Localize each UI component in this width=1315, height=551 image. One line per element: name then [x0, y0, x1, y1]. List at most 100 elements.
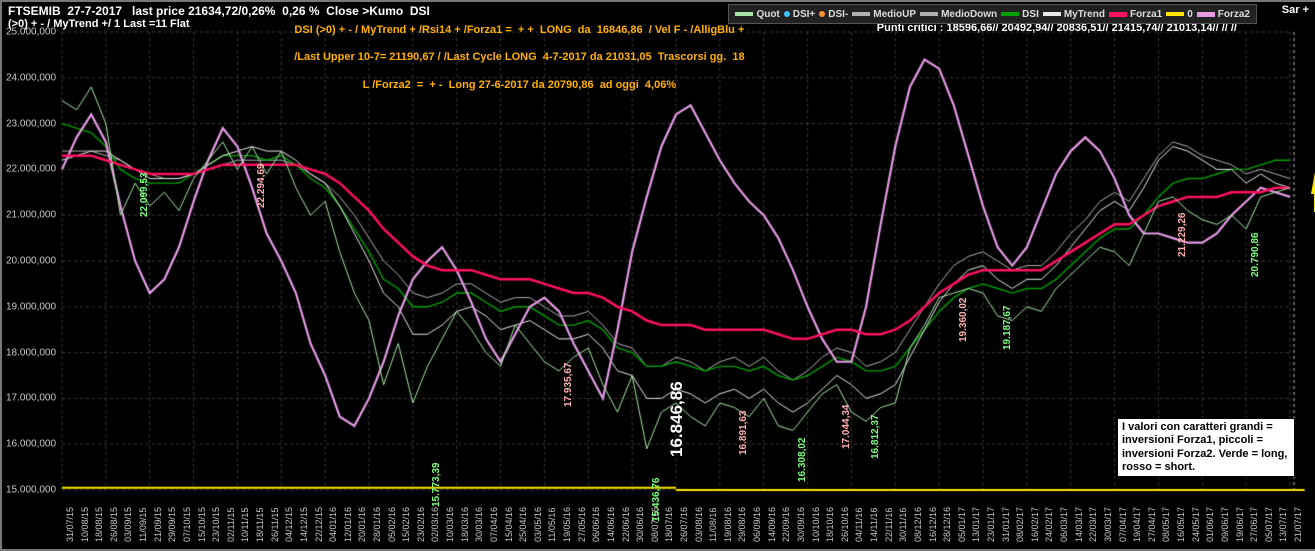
x-tick: 15/10/15 — [197, 507, 200, 542]
x-tick: 26/08/15 — [109, 507, 112, 542]
y-tick: 18.000,000 — [6, 347, 56, 358]
x-tick: 12/01/16 — [343, 507, 346, 542]
x-tick: 18/10/16 — [825, 507, 828, 542]
x-tick: 15/04/16 — [504, 507, 507, 542]
x-tick: 06/09/16 — [752, 507, 755, 542]
y-tick: 25.000,000 — [6, 27, 56, 38]
sar-label: Sar + — [1282, 4, 1309, 16]
x-tick: 11/05/16 — [547, 508, 550, 542]
x-tick: 03/05/16 — [533, 507, 536, 542]
x-tick: 04/11/16 — [854, 508, 857, 542]
x-tick: 31/07/15 — [65, 507, 68, 542]
x-tick: 08/12/16 — [913, 507, 916, 542]
price-label: 22.294,69 — [256, 163, 267, 208]
x-tick: 22/06/16 — [621, 507, 624, 542]
x-tick: 29/08/16 — [737, 507, 740, 542]
legend-item-forza2: Forza2 — [1197, 9, 1250, 20]
x-tick: 23/10/15 — [211, 507, 214, 542]
y-tick: 22.000,000 — [6, 164, 56, 175]
x-tick: 19/04/17 — [1132, 507, 1135, 542]
x-tick: 14/03/17 — [1074, 507, 1077, 542]
x-tick: 11/09/15 — [138, 508, 141, 542]
x-tick: 07/04/16 — [489, 507, 492, 542]
info-box: I valori con caratteri grandi = inversio… — [1117, 418, 1295, 477]
legend-item-dsi: DSI — [1001, 9, 1039, 20]
x-tick: 22/12/15 — [314, 507, 317, 542]
legend-item-forza1: Forza1 — [1109, 9, 1162, 20]
x-tick: 04/01/16 — [328, 507, 331, 542]
legend-item-dsi-: DSI- — [819, 9, 848, 20]
x-tick: 24/02/17 — [1044, 507, 1047, 542]
x-tick: 30/03/16 — [474, 507, 477, 542]
x-tick: 18/07/16 — [664, 507, 667, 542]
x-tick: 16/02/17 — [1030, 507, 1033, 542]
x-tick: 01/06/17 — [1205, 507, 1208, 542]
legend-item-quot: Quot — [735, 9, 779, 20]
x-tick: 05/01/17 — [957, 507, 960, 542]
y-tick: 24.000,000 — [6, 72, 56, 83]
y-tick: 17.000,000 — [6, 393, 56, 404]
x-tick: 19/06/17 — [1235, 507, 1238, 542]
x-tick: 24/05/17 — [1191, 507, 1194, 542]
arrow-up-icon — [1311, 166, 1315, 194]
price-label: 15.436,76 — [651, 477, 662, 522]
x-tick: 16/05/17 — [1176, 507, 1179, 542]
x-tick: 18/08/15 — [94, 507, 97, 542]
x-tick: 18/03/16 — [460, 507, 463, 542]
price-label: 19.360,02 — [958, 298, 969, 343]
x-tick: 22/09/16 — [781, 507, 784, 542]
x-tick: 06/06/16 — [591, 507, 594, 542]
x-tick: 03/09/15 — [123, 507, 126, 542]
x-tick: 15/02/16 — [401, 507, 404, 542]
x-tick: 21/07/17 — [1293, 507, 1296, 542]
x-tick: 14/09/16 — [767, 507, 770, 542]
price-label: 17.044,34 — [841, 404, 852, 449]
x-tick: 10/10/16 — [811, 507, 814, 542]
x-tick: 27/06/17 — [1249, 507, 1252, 542]
price-label: 20.790,86 — [1250, 232, 1261, 277]
x-tick: 02/11/15 — [226, 508, 229, 542]
x-tick: 13/01/17 — [971, 507, 974, 542]
x-tick: 26/11/15 — [270, 508, 273, 542]
x-tick: 21/09/15 — [153, 507, 156, 542]
price-label: 21.229,26 — [1177, 212, 1188, 257]
annotation-dsi: DSI (>0) + - / MyTrend + /Rsi14 + /Forza… — [282, 10, 745, 106]
x-tick: 10/11/15 — [240, 508, 243, 542]
price-label: 16.308,02 — [797, 438, 808, 483]
legend-item-0: 0 — [1166, 9, 1193, 20]
x-tick: 07/10/15 — [182, 507, 185, 542]
price-label: 19.187,67 — [1002, 306, 1013, 351]
x-tick: 08/05/17 — [1161, 507, 1164, 542]
x-tick: 02/03/16 — [430, 507, 433, 542]
x-tick: 28/01/16 — [372, 507, 375, 542]
x-tick: 20/01/16 — [357, 507, 360, 542]
x-tick: 08/02/17 — [1015, 507, 1018, 542]
x-tick: 26/10/16 — [840, 507, 843, 542]
x-tick: 04/12/15 — [284, 507, 287, 542]
y-tick: 23.000,000 — [6, 118, 56, 129]
price-label: 22.099,53 — [139, 172, 150, 217]
y-tick: 15.000,000 — [6, 485, 56, 496]
x-tick: 23/01/17 — [986, 507, 989, 542]
x-tick: 25/04/16 — [518, 507, 521, 542]
x-tick: 29/09/15 — [167, 507, 170, 542]
x-tick: 14/06/16 — [606, 507, 609, 542]
x-tick: 30/06/16 — [635, 507, 638, 542]
y-tick: 21.000,000 — [6, 210, 56, 221]
y-tick: 20.000,000 — [6, 256, 56, 267]
price-label: 17.935,67 — [563, 363, 574, 408]
y-tick: 19.000,000 — [6, 301, 56, 312]
legend-item-medioup: MedioUP — [852, 9, 916, 20]
x-tick: 05/07/17 — [1264, 507, 1267, 542]
big-price-label: 16.846,86 — [667, 381, 687, 457]
x-tick: 30/03/17 — [1103, 507, 1106, 542]
x-tick: 31/01/17 — [1001, 507, 1004, 542]
x-tick: 05/02/16 — [387, 507, 390, 542]
x-tick: 14/12/15 — [299, 507, 302, 542]
x-tick: 03/08/16 — [694, 507, 697, 542]
x-tick: 09/06/17 — [1220, 507, 1223, 542]
x-tick: 10/08/15 — [80, 507, 83, 542]
x-tick: 18/11/15 — [255, 508, 258, 542]
price-label: 16.891,63 — [738, 411, 749, 456]
x-tick: 13/07/17 — [1278, 507, 1281, 542]
